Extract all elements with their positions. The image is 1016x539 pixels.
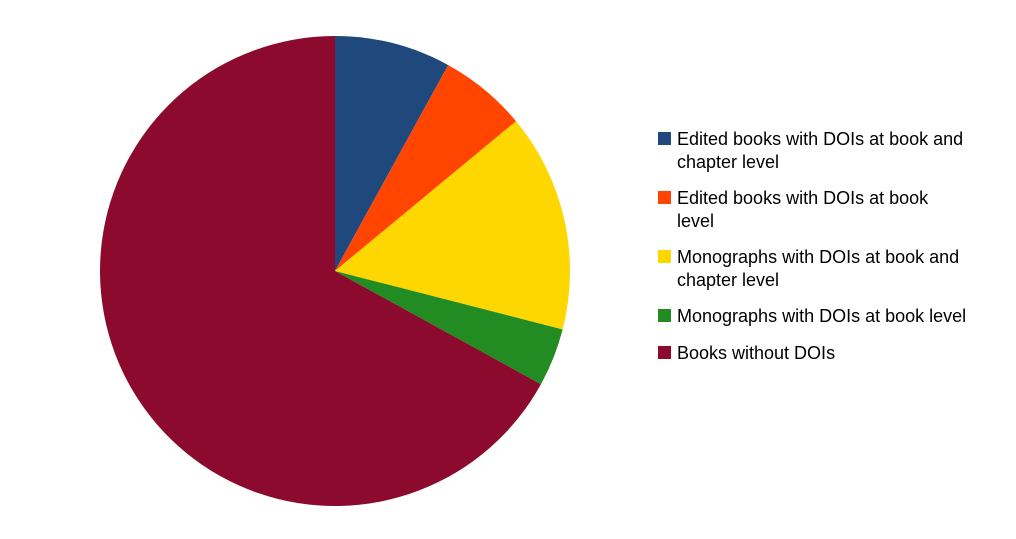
pie-svg (100, 36, 570, 506)
legend-swatch-1 (658, 191, 671, 204)
chart-container: Edited books with DOIs at book and chapt… (0, 0, 1016, 539)
legend-label-3: Monographs with DOIs at book level (677, 305, 966, 328)
legend-item-1: Edited books with DOIs at book level (658, 187, 967, 232)
pie-chart (100, 36, 570, 506)
legend-swatch-4 (658, 346, 671, 359)
legend-label-1: Edited books with DOIs at book level (677, 187, 967, 232)
legend-label-2: Monographs with DOIs at book and chapter… (677, 246, 967, 291)
legend-item-0: Edited books with DOIs at book and chapt… (658, 128, 967, 173)
legend: Edited books with DOIs at book and chapt… (658, 128, 967, 378)
legend-swatch-0 (658, 132, 671, 145)
legend-item-2: Monographs with DOIs at book and chapter… (658, 246, 967, 291)
legend-swatch-3 (658, 309, 671, 322)
legend-item-3: Monographs with DOIs at book level (658, 305, 967, 328)
legend-swatch-2 (658, 250, 671, 263)
legend-label-0: Edited books with DOIs at book and chapt… (677, 128, 967, 173)
legend-item-4: Books without DOIs (658, 342, 967, 365)
legend-label-4: Books without DOIs (677, 342, 835, 365)
